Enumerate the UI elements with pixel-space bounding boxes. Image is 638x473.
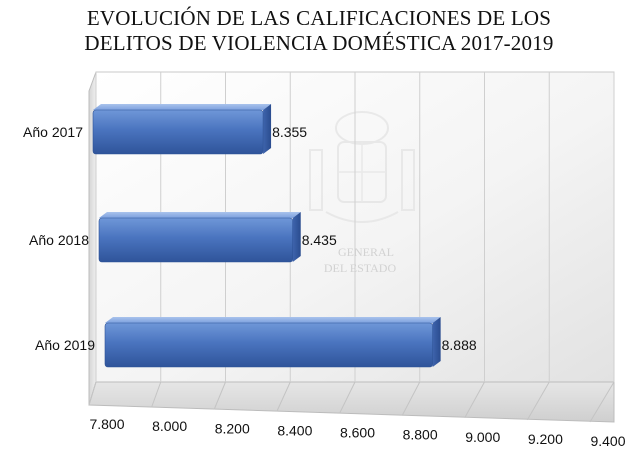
x-tick-label-5: 8.800: [403, 427, 438, 443]
chart-title-line-2: DELITOS DE VIOLENCIA DOMÉSTICA 2017-2019: [84, 31, 554, 55]
x-tick-label-6: 9.000: [465, 429, 500, 445]
floor-gridline-7: [526, 381, 550, 421]
floor-gridline-2: [213, 381, 226, 410]
bar-top-1: [99, 212, 301, 218]
x-axis-tick-labels: 7.800 8.000 8.200 8.400 8.600 8.800 9.000 9.200…: [89, 416, 625, 449]
bar-1: [98, 212, 301, 263]
floor-gridline-1: [151, 381, 162, 408]
watermark-crest: [309, 111, 415, 223]
floor-gridline-6: [464, 381, 485, 418]
data-label-0: 8.355: [272, 124, 307, 140]
bar-front-0: [92, 109, 264, 155]
bar-2: [104, 317, 441, 368]
bar-top-0: [93, 104, 272, 110]
category-label-1: Año 2018: [29, 232, 89, 248]
floor-gridline-0: [88, 381, 97, 406]
data-label-2: 8.888: [442, 337, 477, 353]
bar-end-2: [432, 317, 441, 367]
x-tick-label-1: 8.000: [152, 418, 187, 434]
watermark-text-2: DEL ESTADO: [324, 261, 397, 275]
x-tick-label-8: 9.400: [590, 433, 625, 449]
category-label-0: Año 2017: [23, 124, 83, 140]
bar-0: [92, 104, 272, 155]
x-tick-label-7: 9.200: [528, 431, 563, 447]
watermark-text-1: GENERAL: [338, 245, 394, 259]
bar-front-2: [104, 322, 433, 368]
floor-gridline-8: [589, 381, 615, 423]
chart-title: EVOLUCIÓN DE LAS CALIFICACIONES DE LOS D…: [0, 6, 638, 56]
x-tick-label-4: 8.600: [340, 425, 375, 441]
data-labels: 8.355 8.435 8.888: [272, 124, 477, 353]
category-labels: Año 2017 Año 2018 Año 2019: [23, 124, 95, 353]
bar-end-0: [263, 104, 272, 154]
data-label-1: 8.435: [302, 232, 337, 248]
x-tick-label-0: 7.800: [89, 416, 124, 432]
x-tick-label-3: 8.400: [277, 422, 312, 438]
bar-top-2: [105, 317, 441, 323]
bar-front-1: [98, 217, 294, 263]
x-tick-label-2: 8.200: [215, 420, 250, 436]
floor-gridline-4: [339, 381, 356, 414]
chart-title-line-1: EVOLUCIÓN DE LAS CALIFICACIONES DE LOS: [86, 6, 552, 30]
bar-end-1: [292, 212, 301, 262]
category-label-2: Año 2019: [35, 337, 95, 353]
bars: [92, 104, 441, 368]
floor-gridline-3: [276, 381, 291, 412]
floor-gridline-5: [401, 381, 421, 416]
